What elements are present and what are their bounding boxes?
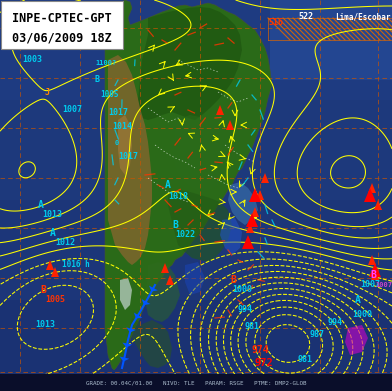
Text: 1013: 1013 <box>42 210 62 219</box>
Polygon shape <box>144 262 180 322</box>
Polygon shape <box>246 223 254 233</box>
Text: Lima/Escobar: Lima/Escobar <box>335 12 390 21</box>
Polygon shape <box>374 200 382 210</box>
Polygon shape <box>138 7 242 120</box>
Text: 1012: 1012 <box>55 238 75 247</box>
Text: 522: 522 <box>298 12 313 21</box>
Polygon shape <box>172 115 240 192</box>
Text: 1000: 1000 <box>232 285 252 294</box>
Polygon shape <box>185 262 205 295</box>
Polygon shape <box>345 325 368 355</box>
Bar <box>0 200 392 300</box>
Text: 994: 994 <box>238 305 253 314</box>
Bar <box>0 300 392 391</box>
Text: 972: 972 <box>255 358 274 368</box>
Polygon shape <box>126 327 136 332</box>
Text: 1005: 1005 <box>100 90 118 99</box>
Polygon shape <box>118 115 132 175</box>
Text: 1022: 1022 <box>175 230 195 239</box>
Polygon shape <box>168 190 232 262</box>
Text: A: A <box>38 200 44 210</box>
Polygon shape <box>368 183 376 193</box>
Text: 1017: 1017 <box>118 152 138 161</box>
Polygon shape <box>161 263 169 273</box>
Polygon shape <box>216 105 224 115</box>
Text: 19: 19 <box>22 32 31 41</box>
Text: 1000: 1000 <box>352 310 372 319</box>
Polygon shape <box>251 207 259 217</box>
Polygon shape <box>120 278 132 310</box>
Text: 1005: 1005 <box>45 295 65 304</box>
Polygon shape <box>120 357 129 362</box>
Text: GRADE: 00.04C/01.00   NIVO: TLE   PARAM: RSGE   PTME: DMP2-GLOB: GRADE: 00.04C/01.00 NIVO: TLE PARAM: RSG… <box>86 380 306 386</box>
Text: J: J <box>45 88 50 97</box>
Text: A: A <box>355 295 361 305</box>
Bar <box>0 100 392 200</box>
Polygon shape <box>220 218 242 255</box>
Polygon shape <box>249 188 261 202</box>
Polygon shape <box>364 188 376 202</box>
Text: 981: 981 <box>298 355 313 364</box>
Polygon shape <box>108 55 152 265</box>
Text: 987: 987 <box>310 330 325 339</box>
Text: 1014: 1014 <box>112 122 132 131</box>
Polygon shape <box>134 312 142 319</box>
Text: 1007: 1007 <box>62 105 82 114</box>
Polygon shape <box>371 270 379 280</box>
Text: 1007: 1007 <box>360 280 380 289</box>
Bar <box>0 374 392 391</box>
Text: 516: 516 <box>268 18 283 27</box>
Polygon shape <box>228 182 258 225</box>
Text: 1007?: 1007? <box>375 282 392 288</box>
Text: 1018: 1018 <box>168 192 188 201</box>
Text: B: B <box>172 220 178 230</box>
Polygon shape <box>242 235 254 249</box>
Polygon shape <box>369 263 381 277</box>
Text: 974: 974 <box>252 345 270 355</box>
Text: 19: 19 <box>22 12 31 21</box>
Text: 0: 0 <box>115 140 119 146</box>
Polygon shape <box>51 267 59 277</box>
Bar <box>270 0 392 80</box>
Text: 981: 981 <box>245 322 260 331</box>
Polygon shape <box>149 285 158 292</box>
Text: B: B <box>95 75 100 84</box>
Bar <box>0 0 392 100</box>
Text: 03/06/2009 18Z: 03/06/2009 18Z <box>12 32 112 45</box>
FancyBboxPatch shape <box>1 1 123 49</box>
Polygon shape <box>246 213 258 227</box>
Text: A: A <box>165 180 171 190</box>
Polygon shape <box>142 299 150 305</box>
Text: INPE-CPTEC-GPT: INPE-CPTEC-GPT <box>12 11 112 25</box>
Polygon shape <box>105 0 272 370</box>
Polygon shape <box>256 190 264 200</box>
Text: 1017: 1017 <box>108 108 128 117</box>
Text: A: A <box>50 228 56 238</box>
Text: 1003: 1003 <box>22 55 42 64</box>
Text: B: B <box>370 270 376 280</box>
Text: 1100?: 1100? <box>95 60 116 66</box>
Text: 994: 994 <box>328 318 343 327</box>
Text: 1013: 1013 <box>35 320 55 329</box>
Polygon shape <box>122 343 132 348</box>
Polygon shape <box>368 255 376 265</box>
Text: B: B <box>230 275 236 285</box>
Polygon shape <box>130 318 172 368</box>
Polygon shape <box>226 120 234 130</box>
Polygon shape <box>46 260 54 270</box>
Text: 1016 h: 1016 h <box>62 260 90 269</box>
Polygon shape <box>166 275 174 285</box>
Text: B: B <box>40 285 46 295</box>
Polygon shape <box>261 173 269 183</box>
